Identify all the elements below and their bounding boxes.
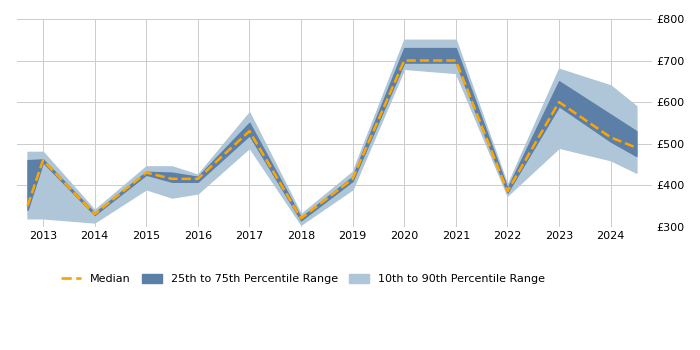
Legend: Median, 25th to 75th Percentile Range, 10th to 90th Percentile Range: Median, 25th to 75th Percentile Range, 1… — [57, 270, 549, 289]
